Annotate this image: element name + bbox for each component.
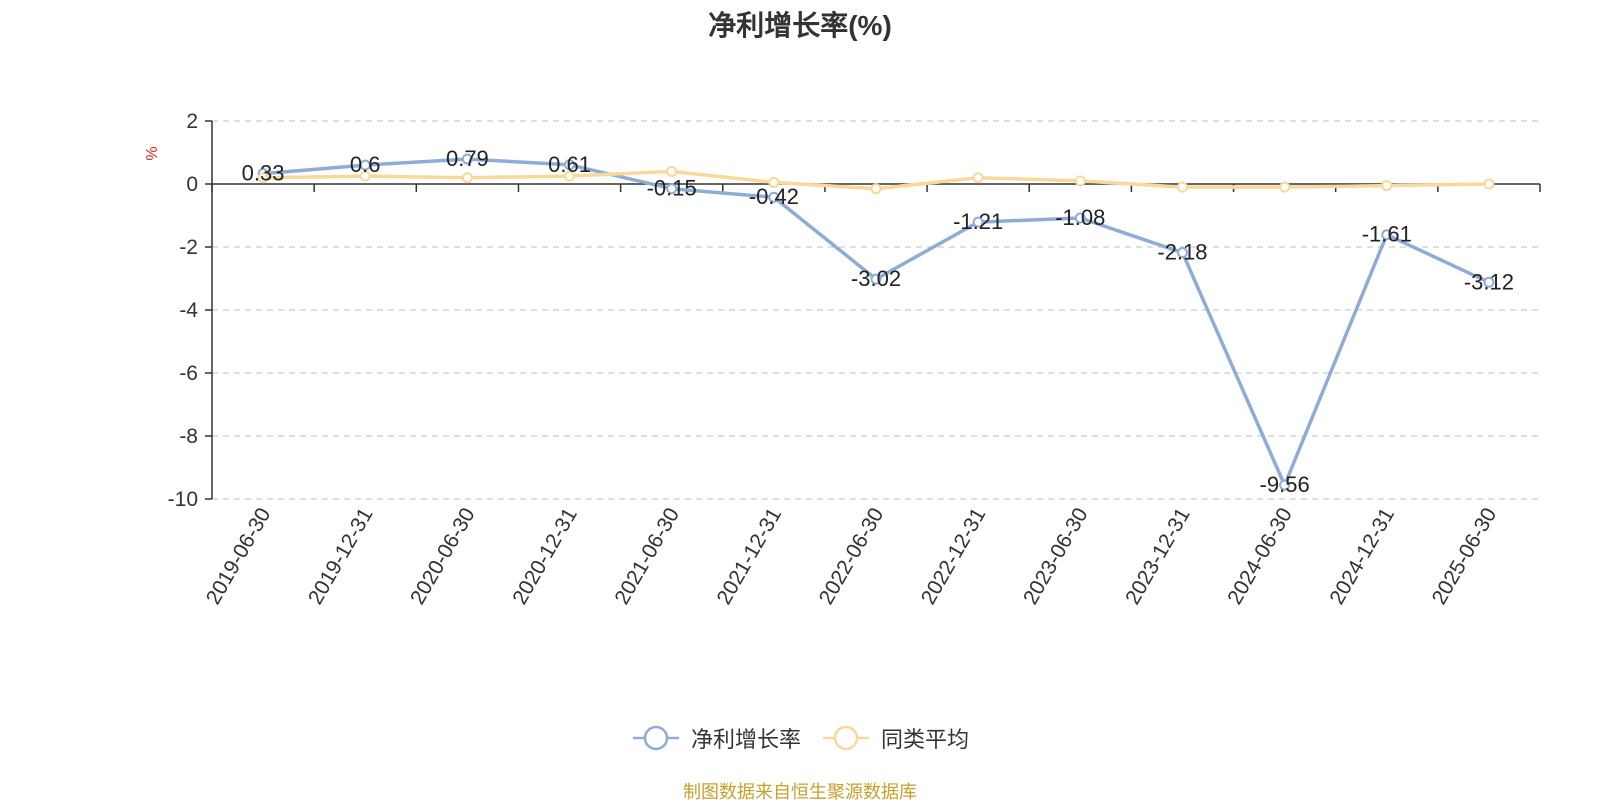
data-label: -9.56 <box>1260 472 1310 497</box>
x-tick-label: 2019-06-30 <box>202 504 276 609</box>
data-point <box>564 170 576 182</box>
data-label: -1.21 <box>953 209 1003 234</box>
data-point <box>564 159 576 171</box>
x-tick-label: 2023-06-30 <box>1019 504 1093 609</box>
data-point <box>1176 181 1188 193</box>
legend-marker-circle <box>833 725 859 751</box>
legend-item[interactable]: 同类平均 <box>821 722 969 754</box>
legend-label: 同类平均 <box>881 727 970 752</box>
y-tick-label: -10 <box>168 488 198 511</box>
data-label: -0.42 <box>749 184 799 209</box>
data-label: -2.18 <box>1157 240 1207 265</box>
y-tick-label: -2 <box>179 236 198 259</box>
data-label: -0.15 <box>647 176 697 201</box>
data-label: -1.61 <box>1362 222 1412 247</box>
y-tick-label: -8 <box>179 425 198 448</box>
data-label: 0.79 <box>446 146 489 171</box>
data-point <box>768 191 780 203</box>
data-label: 0.61 <box>548 152 591 177</box>
x-tick-label: 2025-06-30 <box>1428 504 1502 609</box>
legend-marker-icon <box>823 725 869 751</box>
data-point <box>1483 276 1495 288</box>
data-point <box>768 176 780 188</box>
data-point <box>1381 180 1393 192</box>
data-point <box>972 172 984 184</box>
y-tick-label: 2 <box>186 110 198 133</box>
legend-marker-circle <box>643 725 669 751</box>
y-tick-label: 0 <box>186 173 198 196</box>
data-point <box>461 153 473 165</box>
x-tick-label: 2021-06-30 <box>610 504 684 609</box>
data-labels: 0.33 0.6 0.79 0.61 -0.15 -0.42 -3.02 -1.21 -1.08… <box>242 146 1514 497</box>
legend-marker-icon <box>632 725 679 751</box>
data-point <box>1279 479 1291 491</box>
data-label: -1.08 <box>1055 205 1105 230</box>
data-point <box>1074 175 1086 187</box>
legend-label: 净利增长率 <box>690 727 801 752</box>
data-point <box>1381 229 1393 241</box>
source-note: 制图数据来自恒生聚源数据库 <box>683 782 917 802</box>
legend-item[interactable]: 净利增长率 <box>631 722 801 754</box>
y-tick-label: -6 <box>179 362 198 385</box>
chart-title: 净利增长率(%) <box>708 10 892 41</box>
data-point <box>359 170 371 182</box>
x-tick-label: 2020-06-30 <box>406 504 480 609</box>
data-point <box>870 183 882 195</box>
x-tick-label: 2023-12-31 <box>1121 504 1195 609</box>
x-tick-label: 2022-06-30 <box>815 504 889 609</box>
x-tick-label: 2020-12-31 <box>508 504 582 609</box>
data-point <box>1074 212 1086 224</box>
x-tick-label: 2024-12-31 <box>1325 504 1399 609</box>
data-point <box>870 273 882 285</box>
series-lines <box>257 153 1495 491</box>
grid-lines <box>212 120 1540 500</box>
x-tick-label: 2019-12-31 <box>304 504 378 609</box>
data-point <box>1279 181 1291 193</box>
y-axis-unit-label: % <box>144 146 161 160</box>
data-point <box>666 183 678 195</box>
x-tick-label: 2024-06-30 <box>1223 504 1297 609</box>
data-point <box>359 159 371 171</box>
data-point <box>666 165 678 177</box>
data-point <box>972 216 984 228</box>
data-label: 0.33 <box>242 161 285 186</box>
data-point <box>1483 178 1495 190</box>
data-label: -3.12 <box>1464 269 1514 294</box>
data-point <box>1176 247 1188 259</box>
data-point <box>257 172 269 184</box>
data-point <box>461 172 473 184</box>
x-tick-label: 2021-12-31 <box>713 504 787 609</box>
y-tick-label: -4 <box>179 299 198 322</box>
data-label: -3.02 <box>851 266 901 291</box>
data-label: 0.6 <box>350 152 381 177</box>
legend: 净利增长率 同类平均 <box>0 722 1600 754</box>
x-tick-label: 2022-12-31 <box>917 504 991 609</box>
